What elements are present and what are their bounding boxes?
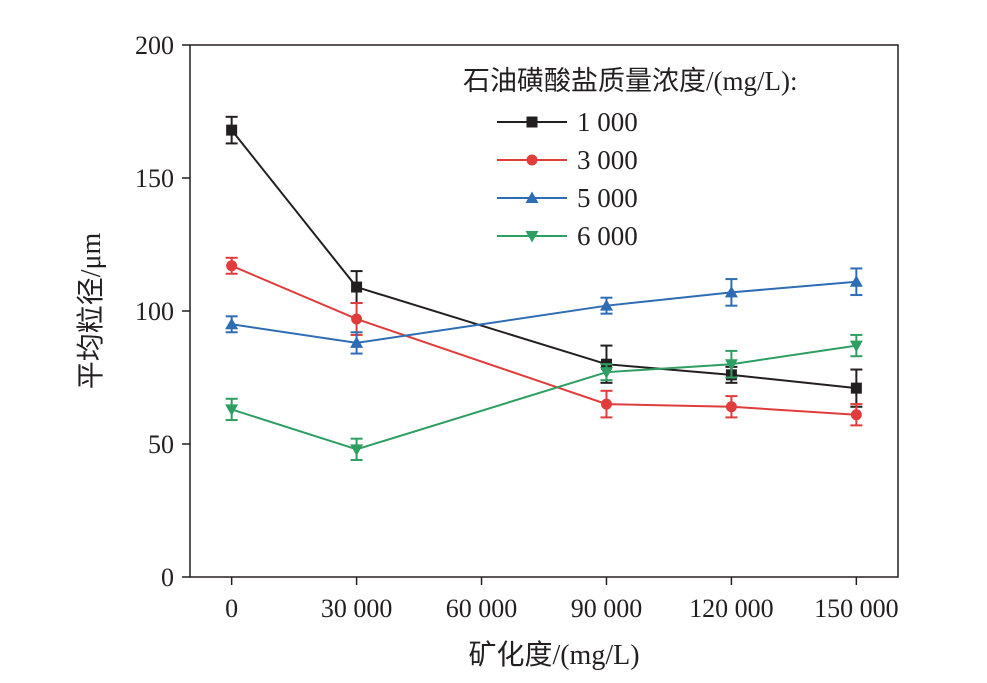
y-axis-title: 平均粒径/μm <box>75 232 107 389</box>
y-tick-label: 50 <box>148 430 174 459</box>
data-point <box>850 409 862 421</box>
x-tick-label: 90 000 <box>571 594 643 623</box>
x-axis-title: 矿化度/(mg/L) <box>468 639 639 671</box>
x-tick-label: 0 <box>225 594 238 623</box>
data-point <box>351 313 363 325</box>
data-point <box>724 285 738 298</box>
legend-title: 石油磺酸盐质量浓度/(mg/L): <box>463 66 797 96</box>
data-point <box>600 398 612 410</box>
legend-swatch-marker <box>526 154 538 166</box>
data-point <box>350 444 364 456</box>
legend-swatch-marker <box>525 191 539 203</box>
data-point <box>351 281 363 293</box>
data-point <box>226 260 238 272</box>
data-point <box>225 404 239 416</box>
legend-item: 1 000 <box>497 107 638 137</box>
series-line <box>231 344 857 451</box>
data-point <box>850 382 862 394</box>
y-tick-label: 200 <box>135 31 174 60</box>
data-point <box>849 275 863 287</box>
data-point <box>225 317 239 330</box>
legend-item: 5 000 <box>497 183 638 213</box>
legend-item: 6 000 <box>497 221 638 251</box>
x-tick-label: 120 000 <box>689 594 774 623</box>
series-layer <box>225 115 863 461</box>
data-point <box>849 340 863 353</box>
series-2 <box>225 256 863 427</box>
y-tick-label: 100 <box>135 297 174 326</box>
legend-item: 3 000 <box>497 145 638 175</box>
legend-label: 5 000 <box>577 183 638 213</box>
data-point <box>725 401 737 413</box>
legend: 石油磺酸盐质量浓度/(mg/L): 1 000 3 000 5 000 6 000 <box>463 66 797 251</box>
data-point <box>226 124 238 136</box>
legend-swatch-marker <box>526 116 538 128</box>
y-axis: 0 50 100 150 200 <box>135 31 190 592</box>
legend-label: 6 000 <box>577 221 638 251</box>
legend-label: 3 000 <box>577 145 638 175</box>
x-tick-label: 30 000 <box>321 594 393 623</box>
x-tick-label: 60 000 <box>446 594 518 623</box>
x-axis: 0 30 000 60 000 90 000 120 000 150 000 <box>225 577 899 623</box>
x-tick-label: 150 000 <box>814 594 899 623</box>
data-point <box>599 299 613 311</box>
data-point <box>724 359 738 371</box>
legend-label: 1 000 <box>577 107 638 137</box>
y-tick-label: 150 <box>135 164 174 193</box>
series-line <box>231 280 857 344</box>
y-tick-label: 0 <box>161 563 174 592</box>
series-3 <box>225 267 863 355</box>
data-point <box>599 367 613 379</box>
legend-swatch-marker <box>525 231 539 243</box>
plot-border <box>189 44 899 578</box>
data-point <box>350 336 364 348</box>
plot-frame <box>189 44 899 578</box>
series-4 <box>225 333 863 461</box>
series-line <box>230 129 857 390</box>
